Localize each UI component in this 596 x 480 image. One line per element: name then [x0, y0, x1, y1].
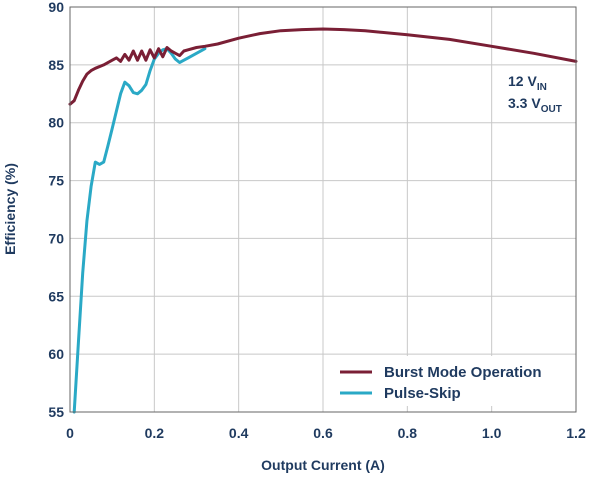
- y-tick-label: 65: [48, 288, 64, 304]
- y-tick-label: 90: [48, 0, 64, 15]
- y-tick-label: 75: [48, 173, 64, 189]
- annotation-vin-sub: IN: [537, 82, 547, 93]
- series-layer: [68, 27, 578, 414]
- condition-annotation: 12 VIN 3.3 VOUT: [508, 73, 562, 115]
- y-tick-label: 70: [48, 230, 64, 246]
- annotation-vout-sub: OUT: [541, 104, 562, 115]
- legend-label-burst-mode: Burst Mode Operation: [384, 364, 542, 381]
- grid-lines: [69, 6, 577, 413]
- x-axis-title: Output Current (A): [261, 457, 385, 473]
- x-tick-labels: 0 0.2 0.4 0.6 0.8 1.0 1.2: [66, 425, 586, 441]
- x-tick-label: 0.6: [313, 425, 333, 441]
- x-tick-label: 0.2: [145, 425, 165, 441]
- pulse-skip-line: [72, 47, 207, 414]
- x-tick-label: 1.2: [566, 425, 586, 441]
- y-tick-label: 80: [48, 115, 64, 131]
- y-tick-label: 60: [48, 346, 64, 362]
- y-tick-label: 55: [48, 404, 64, 420]
- legend: Burst Mode Operation Pulse-Skip: [332, 356, 572, 406]
- annotation-vin-main: 12 V: [508, 73, 537, 89]
- y-tick-label: 85: [48, 57, 64, 73]
- annotation-vout-main: 3.3 V: [508, 95, 541, 111]
- plot-frame: [69, 6, 577, 413]
- legend-label-pulse-skip: Pulse-Skip: [384, 385, 461, 402]
- x-tick-label: 1.0: [482, 425, 502, 441]
- svg-text:3.3 VOUT: 3.3 VOUT: [508, 95, 562, 115]
- x-tick-label: 0.8: [398, 425, 418, 441]
- x-tick-label: 0: [66, 425, 74, 441]
- y-tick-labels: 55 60 65 70 75 80 85 90: [48, 0, 64, 420]
- x-tick-label: 0.4: [229, 425, 249, 441]
- y-axis-title: Efficiency (%): [2, 163, 18, 255]
- svg-text:12 VIN: 12 VIN: [508, 73, 547, 93]
- legend-background: [332, 356, 572, 406]
- burst-mode-line: [68, 27, 578, 106]
